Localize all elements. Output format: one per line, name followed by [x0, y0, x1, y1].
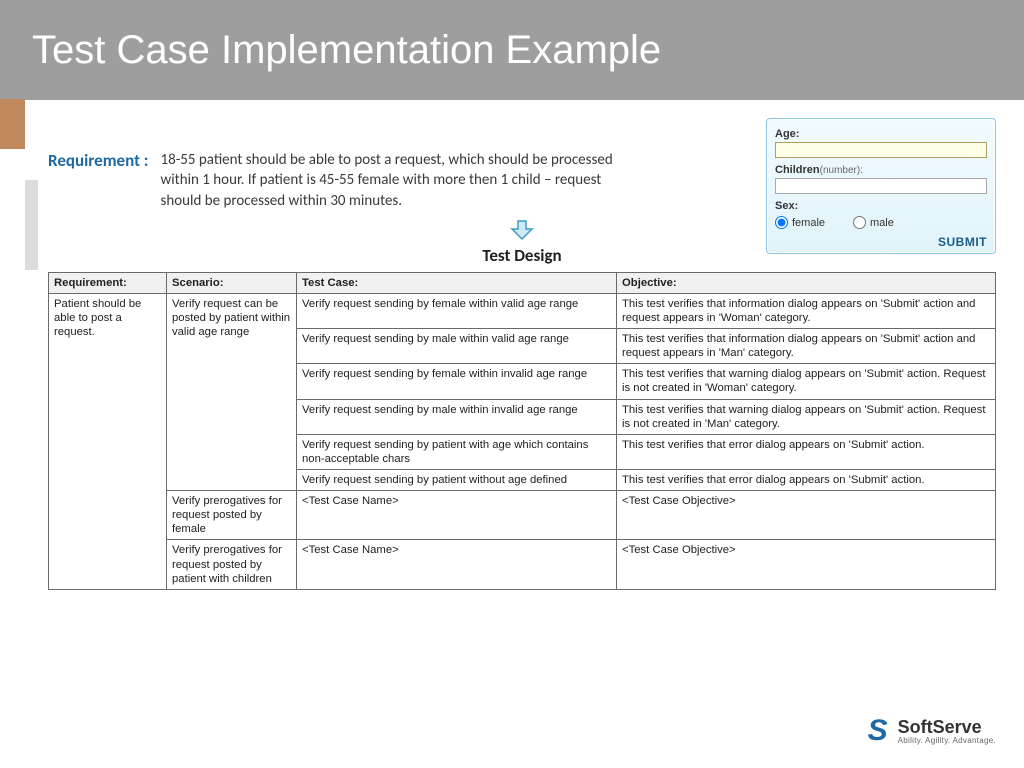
- table-header-row: Requirement: Scenario: Test Case: Object…: [49, 272, 996, 293]
- cell-testcase: Verify request sending by female within …: [297, 364, 617, 399]
- logo: S SoftServe Ability. Agility. Advantage.: [863, 714, 996, 748]
- cell-testcase: Verify request sending by patient withou…: [297, 469, 617, 490]
- th-scenario: Scenario:: [167, 272, 297, 293]
- arrow-down-icon: [509, 219, 535, 241]
- cell-objective: This test verifies that warning dialog a…: [617, 399, 996, 434]
- cell-objective: This test verifies that warning dialog a…: [617, 364, 996, 399]
- cell-testcase: Verify request sending by female within …: [297, 293, 617, 328]
- logo-mark-icon: S: [863, 714, 893, 748]
- slide-title: Test Case Implementation Example: [32, 28, 661, 73]
- th-testcase: Test Case:: [297, 272, 617, 293]
- cell-testcase: <Test Case Name>: [297, 540, 617, 589]
- cell-objective: <Test Case Objective>: [617, 491, 996, 540]
- male-option[interactable]: male: [853, 216, 894, 229]
- cell-testcase: Verify request sending by male within va…: [297, 329, 617, 364]
- sex-label: Sex:: [775, 200, 987, 212]
- table-row: Verify prerogatives for request posted b…: [49, 540, 996, 589]
- cell-scenario: Verify prerogatives for request posted b…: [167, 540, 297, 589]
- cell-testcase: Verify request sending by patient with a…: [297, 434, 617, 469]
- cell-requirement: Patient should be able to post a request…: [49, 293, 167, 589]
- female-option[interactable]: female: [775, 216, 825, 229]
- sex-row: female male: [775, 216, 987, 229]
- logo-text: SoftServe Ability. Agility. Advantage.: [898, 718, 996, 745]
- age-label: Age:: [775, 128, 987, 140]
- age-input[interactable]: [775, 142, 987, 158]
- test-design-table: Requirement: Scenario: Test Case: Object…: [48, 272, 996, 590]
- children-label: Children(number):: [775, 164, 987, 176]
- th-objective: Objective:: [617, 272, 996, 293]
- male-radio[interactable]: [853, 216, 866, 229]
- requirement-text: 18-55 patient should be able to post a r…: [161, 118, 631, 211]
- cell-testcase: Verify request sending by male within in…: [297, 399, 617, 434]
- logo-tagline: Ability. Agility. Advantage.: [898, 736, 996, 745]
- requirement-label: Requirement :: [48, 118, 149, 171]
- cell-objective: This test verifies that information dial…: [617, 329, 996, 364]
- form-panel: Age: Children(number): Sex: female male …: [766, 118, 996, 254]
- cell-scenario: Verify prerogatives for request posted b…: [167, 491, 297, 540]
- slide-header: Test Case Implementation Example: [0, 0, 1024, 100]
- cell-objective: <Test Case Objective>: [617, 540, 996, 589]
- logo-name: SoftServe: [898, 718, 996, 736]
- children-input[interactable]: [775, 178, 987, 194]
- cell-objective: This test verifies that information dial…: [617, 293, 996, 328]
- cell-scenario: Verify request can be posted by patient …: [167, 293, 297, 490]
- cell-testcase: <Test Case Name>: [297, 491, 617, 540]
- cell-objective: This test verifies that error dialog app…: [617, 434, 996, 469]
- female-radio[interactable]: [775, 216, 788, 229]
- th-requirement: Requirement:: [49, 272, 167, 293]
- submit-button[interactable]: SUBMIT: [938, 235, 987, 249]
- cell-objective: This test verifies that error dialog app…: [617, 469, 996, 490]
- table-row: Patient should be able to post a request…: [49, 293, 996, 328]
- table-row: Verify prerogatives for request posted b…: [49, 491, 996, 540]
